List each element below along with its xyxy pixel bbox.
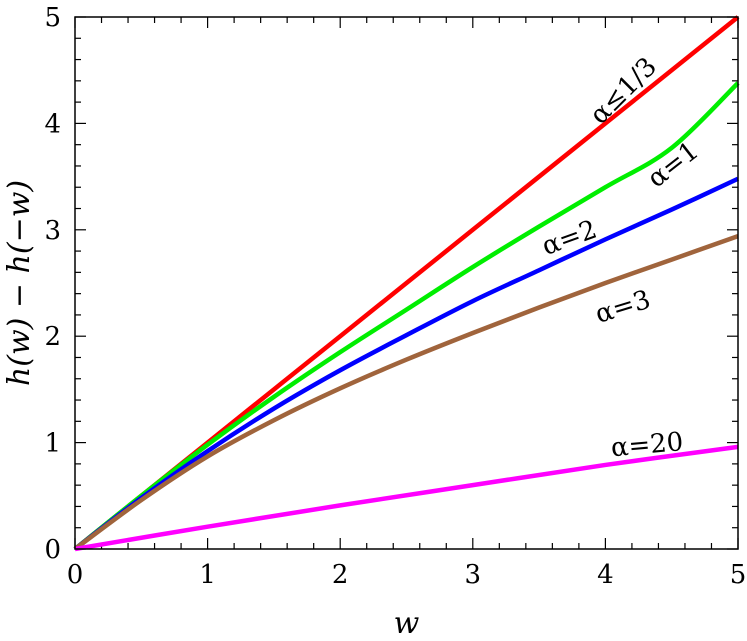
- y-tick-label: 4: [44, 109, 61, 139]
- series-line: [73, 176, 739, 551]
- x-tick-label: 2: [332, 560, 349, 590]
- y-tick-label: 0: [44, 535, 61, 565]
- series-label: α=3: [592, 285, 654, 330]
- x-axis-title: w: [394, 606, 420, 641]
- x-tick-label: 0: [67, 560, 84, 590]
- y-tick-label: 1: [44, 429, 61, 459]
- x-tick-label: 1: [199, 560, 216, 590]
- series-line: [73, 234, 739, 551]
- x-tick-label: 5: [730, 560, 747, 590]
- ticks-layer: 0 1 2 3 4 5 0 1 2 3 4 5: [44, 3, 746, 590]
- series-label: α≤1/3: [584, 52, 663, 131]
- y-tick-label: 3: [44, 216, 61, 246]
- y-axis-title: h(w) − h(−w): [2, 180, 37, 386]
- series-line: [74, 444, 739, 552]
- series-label: α=20: [610, 427, 685, 463]
- y-tick-label: 2: [44, 322, 61, 352]
- series-line: [73, 81, 740, 551]
- y-tick-label: 5: [44, 3, 61, 33]
- x-tick-label: 4: [597, 560, 614, 590]
- series-layer: [73, 15, 740, 552]
- x-tick-label: 3: [465, 560, 482, 590]
- plot-frame: [74, 16, 739, 550]
